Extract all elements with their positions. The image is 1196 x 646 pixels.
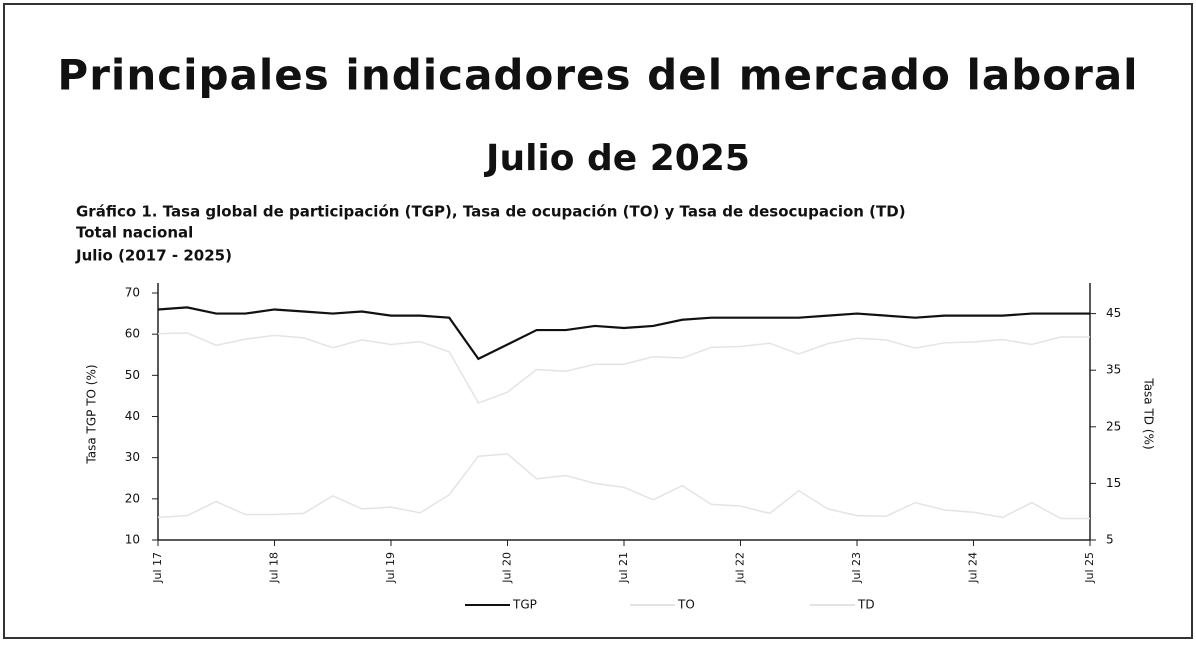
chart-subtitle: Total nacional — [76, 224, 193, 242]
y-axis-label: Tasa TGP TO (%) — [85, 364, 99, 464]
x-tick-label: Jul 25 — [1083, 552, 1096, 584]
y2-tick-label: 45 — [1106, 306, 1121, 320]
frame — [3, 3, 1193, 639]
legend-label: TGP — [512, 598, 537, 612]
x-tick-label: Jul 23 — [850, 552, 863, 584]
y-tick-label: 50 — [125, 368, 140, 382]
y-tick-label: 70 — [125, 286, 140, 300]
legend-label: TD — [857, 598, 875, 612]
y2-tick-label: 5 — [1106, 533, 1114, 547]
y2-tick-label: 15 — [1106, 476, 1121, 490]
series-line — [157, 453, 1090, 520]
legend-label: TO — [677, 598, 695, 612]
y-tick-label: 10 — [125, 533, 140, 547]
page-subtitle: Julio de 2025 — [483, 138, 750, 179]
y2-axis-label: Tasa TD (%) — [1142, 377, 1156, 449]
y2-tick-label: 25 — [1106, 419, 1121, 433]
x-tick-label: Jul 22 — [734, 552, 747, 584]
chart-title: Gráfico 1. Tasa global de participación … — [76, 203, 906, 221]
x-tick-label: Jul 21 — [617, 552, 630, 584]
x-tick-label: Jul 20 — [501, 552, 514, 584]
page-title: Principales indicadores del mercado labo… — [57, 51, 1138, 100]
y-tick-label: 20 — [125, 491, 140, 505]
y-tick-label: 40 — [125, 409, 140, 423]
y-tick-label: 60 — [125, 327, 140, 341]
x-tick-label: Jul 19 — [384, 552, 397, 584]
series-line — [157, 332, 1090, 404]
x-tick-label: Jul 17 — [151, 552, 164, 584]
y2-tick-label: 35 — [1106, 363, 1121, 377]
chart-subtitle: Julio (2017 - 2025) — [75, 247, 232, 265]
x-tick-label: Jul 18 — [268, 552, 281, 584]
y-tick-label: 30 — [125, 450, 140, 464]
x-tick-label: Jul 24 — [967, 552, 980, 584]
series-line — [157, 306, 1090, 361]
